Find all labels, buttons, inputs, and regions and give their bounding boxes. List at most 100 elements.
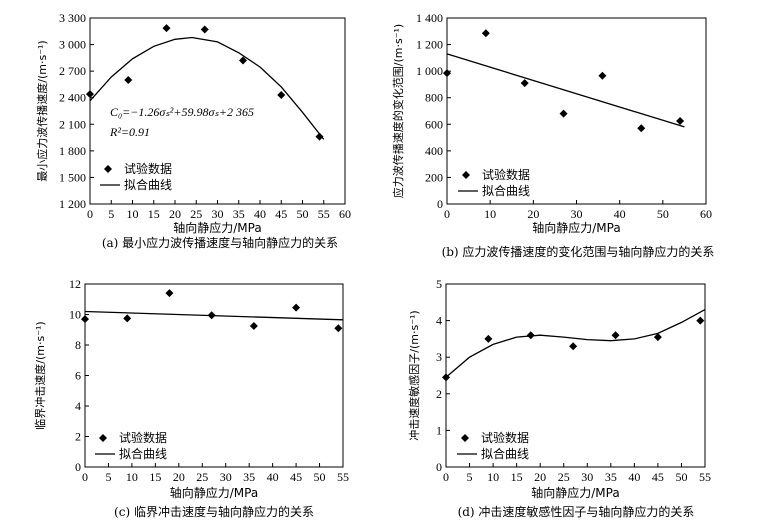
chart-a-data-point	[239, 56, 247, 65]
chart-a-xtick-label: 20	[169, 207, 181, 221]
chart-a-legend-marker	[104, 165, 112, 173]
chart-c-ylabel: 临界冲击速度/(m·s⁻¹)	[33, 321, 47, 429]
chart-d-data-point	[569, 342, 578, 351]
chart-d-xtick-label: 55	[699, 470, 711, 484]
chart-a-caption: (a) 最小应力波传播速度与轴向静应力的关系	[102, 235, 338, 250]
chart-c-data-point	[81, 315, 89, 324]
chart-c-xtick-label: 0	[82, 470, 88, 484]
chart-a-xtick-label: 30	[212, 207, 224, 221]
chart-a-ylabel: 最小应力波传播速度/(m·s⁻¹)	[35, 40, 49, 181]
chart-b-ylabel: 应力波传播速度的变化范围/(m·s⁻¹)	[391, 24, 405, 198]
chart-d-data-point	[442, 373, 450, 382]
chart-c-ytick-label: 8	[75, 338, 81, 352]
chart-c-data-point	[123, 314, 132, 323]
chart-c-xtick-label: 5	[105, 470, 111, 484]
chart-b-data-point	[559, 109, 568, 118]
chart-c-ytick-label: 4	[75, 399, 81, 413]
chart-d-ytick-label: 1	[436, 423, 442, 437]
chart-b-ytick-label: 1 200	[416, 38, 443, 52]
chart-b-ytick-label: 0	[437, 197, 443, 211]
chart-b-ytick-label: 400	[425, 144, 443, 158]
chart-d-xtick-label: 50	[675, 470, 687, 484]
chart-c-xtick-label: 55	[337, 470, 349, 484]
chart-a-ytick-label: 2 100	[59, 117, 86, 131]
chart-c-ytick-label: 2	[75, 430, 81, 444]
chart-d-ytick-label: 3	[436, 350, 442, 364]
chart-a-data-point	[162, 24, 171, 33]
chart-a-ytick-label: 1 800	[59, 144, 86, 158]
chart-b-xtick-label: 60	[700, 207, 712, 221]
chart-b-xtick-label: 40	[614, 207, 626, 221]
chart-b-caption: (b) 应力波传播速度的变化范围与轴向静应力的关系	[442, 244, 715, 259]
chart-c-ytick-label: 6	[75, 369, 81, 383]
chart-a-xtick-label: 50	[297, 207, 309, 221]
chart-d-ytick-label: 0	[436, 460, 442, 474]
chart-d-xtick-label: 5	[467, 470, 473, 484]
chart-a-ytick-label: 3 300	[59, 11, 86, 25]
chart-a-xtick-label: 15	[148, 207, 160, 221]
chart-d-data-point	[696, 316, 705, 325]
chart-b-ytick-label: 1 000	[416, 64, 443, 78]
chart-b-data-point	[676, 116, 685, 125]
chart-a-data-point	[315, 132, 324, 141]
chart-c-legend-fit: 拟合曲线	[119, 446, 167, 461]
chart-d-xtick-label: 40	[628, 470, 640, 484]
chart-d-xtick-label: 35	[605, 470, 617, 484]
chart-c-xtick-label: 50	[314, 470, 326, 484]
chart-d-legend-data: 试验数据	[481, 430, 529, 445]
chart-a-ytick-label: 3 000	[59, 38, 86, 52]
chart-c-data-point	[165, 289, 174, 298]
chart-d-data-point	[611, 331, 620, 340]
chart-b-xtick-label: 50	[657, 207, 669, 221]
chart-d-xlabel: 轴向静应力/MPa	[531, 485, 619, 500]
chart-a-xtick-label: 45	[275, 207, 287, 221]
chart-c-xtick-label: 25	[196, 470, 208, 484]
chart-a-legend-fit: 拟合曲线	[124, 177, 172, 192]
chart-d-ytick-label: 5	[436, 277, 442, 291]
chart-c-legend-marker	[99, 434, 107, 442]
chart-a-xtick-label: 60	[339, 207, 351, 221]
chart-c-xtick-label: 45	[290, 470, 302, 484]
chart-d-legend-marker	[461, 434, 469, 442]
chart-a-ytick-label: 1 200	[59, 197, 86, 211]
chart-a-xtick-label: 10	[127, 207, 139, 221]
chart-b-data-point	[443, 69, 451, 78]
chart-c-legend-data: 试验数据	[119, 430, 167, 445]
chart-b-fit-line	[446, 53, 685, 128]
chart-c-xtick-label: 15	[149, 470, 161, 484]
chart-c-xtick-label: 20	[173, 470, 185, 484]
chart-a-xtick-label: 0	[87, 207, 93, 221]
chart-b-xtick-label: 30	[571, 207, 583, 221]
chart-d-data-point	[526, 331, 535, 340]
chart-a-annotation: R²=0.91	[109, 125, 150, 139]
chart-c-ytick-label: 0	[75, 460, 81, 474]
chart-b-data-point	[481, 29, 490, 38]
chart-d-data-point	[484, 334, 493, 343]
chart-d-xtick-label: 0	[443, 470, 449, 484]
chart-a-ytick-label: 2 700	[59, 64, 86, 78]
chart-a-data-point	[124, 76, 133, 84]
chart-c-xtick-label: 35	[243, 470, 255, 484]
chart-d-xtick-label: 10	[487, 470, 499, 484]
chart-a-xtick-label: 5	[108, 207, 114, 221]
chart-d-fit-line	[445, 309, 706, 378]
chart-c-xtick-label: 40	[267, 470, 279, 484]
chart-d-xtick-label: 15	[511, 470, 523, 484]
chart-b-legend-fit: 拟合曲线	[482, 183, 530, 198]
chart-a-xlabel: 轴向静应力/MPa	[173, 220, 261, 235]
chart-c-xtick-label: 30	[220, 470, 232, 484]
chart-a-ytick-label: 2 400	[59, 91, 86, 105]
chart-d-legend-fit: 拟合曲线	[481, 446, 529, 461]
chart-d-data-point	[653, 333, 662, 342]
chart-d-xtick-label: 25	[558, 470, 570, 484]
chart-b-xtick-label: 0	[444, 207, 450, 221]
chart-b-data-point	[598, 71, 607, 80]
chart-c-xtick-label: 10	[126, 470, 138, 484]
chart-a-xtick-label: 55	[318, 207, 330, 221]
chart-d-ytick-label: 4	[436, 314, 442, 328]
chart-a-fit-line	[89, 36, 325, 140]
chart-b-ytick-label: 800	[425, 91, 443, 105]
chart-d-ylabel: 冲击速度敏感因子/(m·s⁻¹)	[407, 310, 421, 440]
chart-c-xlabel: 轴向静应力/MPa	[170, 485, 258, 500]
